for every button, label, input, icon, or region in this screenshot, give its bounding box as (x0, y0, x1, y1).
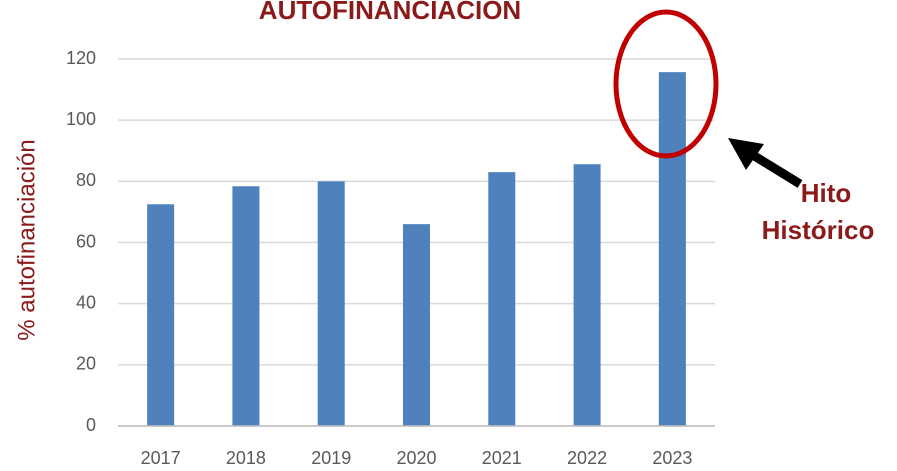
x-tick-label: 2020 (396, 448, 436, 468)
chart-title: AUTOFINANCIACION (259, 0, 521, 25)
bar (403, 224, 430, 426)
x-tick-label: 2018 (226, 448, 266, 468)
x-tick-label: 2023 (652, 448, 692, 468)
arrow-head (728, 138, 764, 170)
bar (317, 181, 345, 426)
y-axis-title: % autofinanciación (13, 139, 40, 340)
arrow-shaft (745, 148, 803, 188)
y-tick-label: 20 (76, 354, 96, 374)
y-tick-label: 0 (86, 415, 96, 435)
bar (232, 186, 260, 426)
y-tick-label: 40 (76, 292, 96, 312)
annotation: Hito (801, 178, 852, 208)
bar (573, 164, 601, 426)
bar (147, 204, 175, 426)
x-tick-label: 2021 (482, 448, 522, 468)
bar (658, 72, 686, 427)
x-tick-label: 2019 (311, 448, 351, 468)
annotation: Histórico (762, 215, 875, 245)
y-tick-label: 60 (76, 231, 96, 251)
highlight-circle (613, 9, 719, 159)
y-tick-label: 100 (66, 109, 96, 129)
x-tick-label: 2022 (567, 448, 607, 468)
y-tick-label: 80 (76, 170, 96, 190)
x-tick-label: 2017 (141, 448, 181, 468)
bar (488, 172, 516, 426)
y-tick-label: 120 (66, 48, 96, 68)
